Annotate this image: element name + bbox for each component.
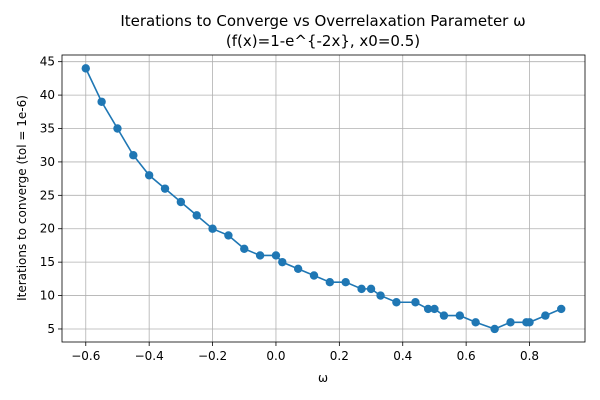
data-point	[366, 284, 376, 294]
data-point	[423, 304, 433, 314]
data-point	[490, 324, 499, 334]
grid-lines	[62, 55, 585, 342]
series-line	[85, 68, 562, 330]
data-point	[208, 224, 217, 233]
x-axis-ticks: −0.6 −0.4 −0.2 0.0 0.2 0.4 0.6 0.8	[71, 342, 539, 363]
data-point	[160, 184, 170, 193]
data-point	[471, 318, 480, 327]
y-tick-label: 15	[40, 255, 55, 269]
data-point	[255, 251, 265, 260]
data-point	[129, 151, 138, 160]
data-point	[506, 318, 515, 327]
x-tick-label: −0.2	[198, 349, 227, 363]
y-tick-label: 40	[40, 88, 55, 102]
data-point	[557, 304, 566, 314]
data-point	[376, 291, 385, 300]
data-point	[113, 124, 122, 133]
data-point	[81, 64, 90, 73]
data-points	[81, 64, 566, 334]
data-point	[224, 231, 233, 240]
data-point	[97, 97, 106, 106]
y-axis-ticks: 5 10 15 20 25 30 35 40 45	[40, 55, 62, 336]
x-tick-label: −0.4	[135, 349, 164, 363]
plot-frame	[61, 54, 586, 343]
chart-title: Iterations to Converge vs Overrelaxation…	[120, 12, 525, 30]
series-line-layer	[85, 68, 562, 330]
y-tick-label: 5	[47, 322, 55, 336]
data-point	[525, 318, 534, 327]
data-point	[309, 271, 319, 280]
data-point	[411, 298, 420, 307]
x-tick-label: 0.2	[330, 349, 349, 363]
data-point	[144, 171, 154, 180]
x-tick-label: −0.6	[71, 349, 100, 363]
data-point	[192, 211, 201, 220]
chart-subtitle: (f(x)=1-e^{-2x}, x0=0.5)	[226, 32, 420, 50]
data-point	[325, 277, 335, 287]
data-point	[176, 197, 186, 207]
x-tick-label: 0.0	[266, 349, 285, 363]
data-point	[357, 284, 366, 294]
x-tick-label: 0.6	[457, 349, 476, 363]
y-tick-label: 45	[40, 55, 55, 69]
data-point	[278, 257, 287, 267]
data-point	[541, 311, 550, 320]
y-axis-label: Iterations to converge (tol = 1e-6)	[15, 95, 29, 301]
data-point	[271, 251, 281, 260]
data-point	[455, 311, 464, 320]
y-tick-label: 25	[40, 188, 55, 202]
x-tick-label: 0.8	[520, 349, 539, 363]
data-point	[240, 244, 249, 253]
x-axis-label: ω	[318, 371, 328, 385]
data-point	[293, 264, 303, 274]
y-tick-label: 20	[40, 222, 55, 236]
data-point	[341, 277, 350, 287]
data-point	[392, 298, 401, 307]
data-point	[439, 311, 449, 320]
y-tick-label: 35	[40, 122, 55, 136]
y-tick-label: 10	[40, 289, 55, 303]
y-tick-label: 30	[40, 155, 55, 169]
data-point	[430, 304, 439, 314]
x-tick-label: 0.4	[393, 349, 412, 363]
